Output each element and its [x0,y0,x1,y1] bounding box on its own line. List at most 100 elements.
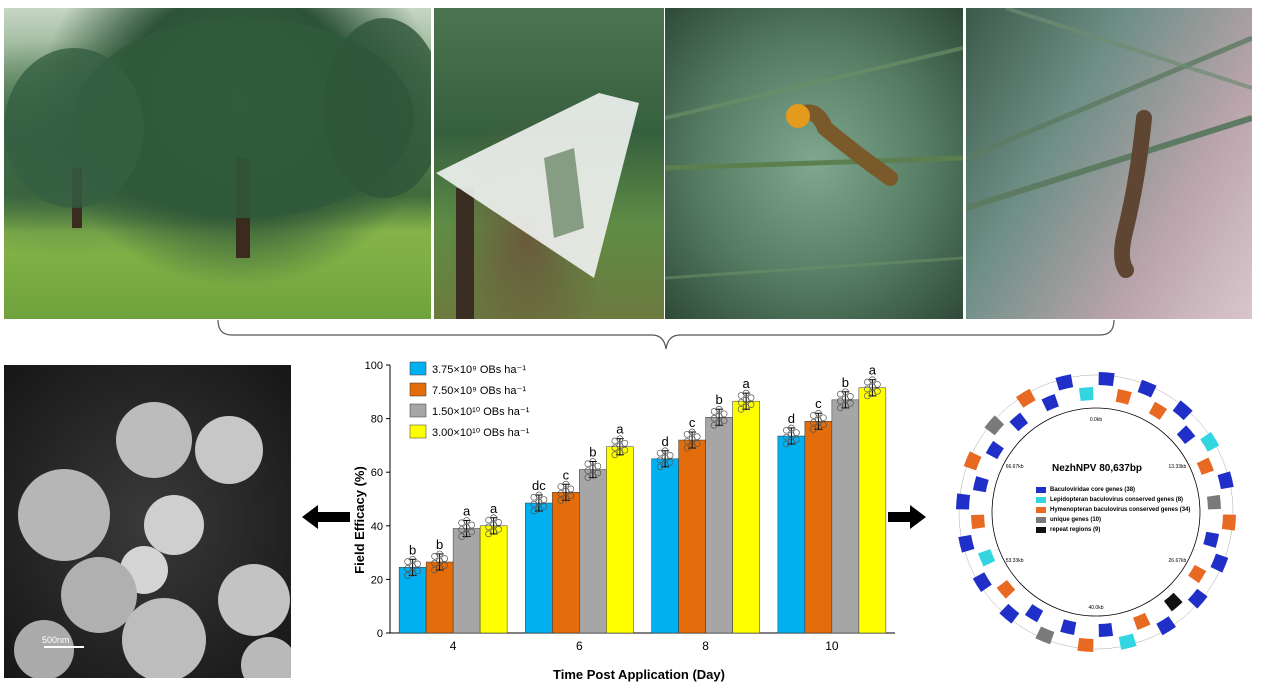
replicate-point [436,550,443,558]
genome-legend-swatch [1036,517,1046,523]
replicate-point [594,462,602,470]
bar [452,528,481,634]
replicate-point [747,401,755,408]
y-tick-label: 0 [377,628,383,640]
replicate-point [688,428,696,436]
y-tick-label: 80 [371,414,383,426]
genome-legend-label: Lepidopteran baculovirus conserved genes… [1050,497,1184,503]
gene-segment [1041,394,1059,412]
gene-segment [1187,588,1208,609]
replicate-point [468,528,475,536]
replicate-point [495,525,502,533]
chart-legend: 3.75×10⁹ OBs ha⁻¹ 7.50×10⁹ OBs ha⁻¹ 1.50×1… [409,361,530,439]
bar [858,387,887,634]
y-tick-label: 40 [371,521,383,533]
replicate-point [815,409,822,417]
legend-swatch [409,424,427,439]
bar [579,469,607,634]
significance-letter: c [563,467,570,482]
sem-scale-bar-label: 500nm [42,635,70,645]
significance-letter: d [662,434,669,449]
gene-segment [963,451,982,471]
gene-segment [1098,622,1114,637]
gene-segment [972,476,989,493]
sem-occlusion-bodies-image: 500nm [4,365,291,678]
gene-segment [1078,387,1094,402]
legend-swatch [409,403,427,418]
replicate-point [468,521,475,529]
replicate-point [693,433,701,440]
gene-segment [958,534,975,553]
significance-letter: b [842,375,849,390]
gene-segment [1133,612,1151,630]
gene-segment [1217,471,1234,490]
replicate-point [742,389,750,397]
significance-letter: c [689,415,696,430]
x-tick-label: 6 [576,639,583,653]
replicate-point [847,393,854,400]
significance-letter: a [490,501,498,516]
x-axis-label: Time Post Application (Day) [553,667,725,682]
gene-segment [1024,604,1044,623]
gene-segment [1172,400,1193,421]
replicate-point [747,394,755,402]
bar [479,525,508,634]
gene-segment [1060,619,1077,636]
significance-letter: b [409,542,416,557]
significance-letter: b [436,537,443,552]
genome-legend: Baculoviridae core genes (38) Lepidoptera… [1036,487,1190,537]
legend-label: 3.75×10⁹ OBs ha⁻¹ [432,364,526,376]
genome-legend-label: Hymenopteran baculovirus conserved genes… [1050,507,1191,513]
bar [606,446,634,634]
x-tick-label: 4 [450,639,457,653]
significance-letter: a [869,363,877,378]
genome-position-label: 53.33kb [1006,558,1024,564]
replicate-point [661,447,669,455]
gene-segment [1077,637,1094,652]
replicate-point [616,435,624,443]
replicate-point [414,567,421,575]
gene-segment [1206,494,1221,510]
bar [705,417,733,634]
gene-segment [956,493,971,510]
replicate-point [720,410,728,418]
replicate-point [842,388,849,396]
gene-segment [1210,553,1229,573]
replicate-point [820,414,827,422]
significance-letter: b [589,444,596,459]
replicate-point [589,458,597,465]
x-tick-label: 8 [702,639,709,653]
legend-label: 3.00×10¹⁰ OBs ha⁻¹ [432,427,530,439]
replicate-point [793,436,800,443]
legend-swatch [409,361,427,376]
genome-legend-swatch [1036,487,1046,493]
significance-letter: a [743,376,751,391]
gene-segment [984,415,1005,436]
replicate-point [535,491,543,499]
replicate-point [720,417,728,425]
replicate-point [540,503,548,510]
grouping-bracket [217,319,1115,350]
replicate-point [463,517,470,524]
replicate-point [874,380,881,388]
replicate-point [874,387,881,395]
gene-segment [1035,626,1055,645]
x-tick-label: 10 [825,639,839,653]
genome-position-label: 0.0kb [1090,417,1102,423]
replicate-point [847,399,854,407]
significance-letter: b [716,392,723,407]
genome-legend-item: unique genes (10) [1036,517,1190,523]
genome-legend-label: Baculoviridae core genes (38) [1050,487,1136,493]
gene-segment [1009,412,1029,432]
bar [398,567,427,634]
legend-label: 1.50×10¹⁰ OBs ha⁻¹ [432,406,530,418]
gene-segment [978,549,996,567]
replicate-point [567,485,575,493]
genome-title: NezhNPV 80,637bp [1052,463,1143,474]
gene-segment [1163,592,1183,612]
replicate-point [441,555,448,562]
replicate-point [414,560,421,568]
genome-legend-item: Lepidopteran baculovirus conserved genes… [1036,497,1190,503]
